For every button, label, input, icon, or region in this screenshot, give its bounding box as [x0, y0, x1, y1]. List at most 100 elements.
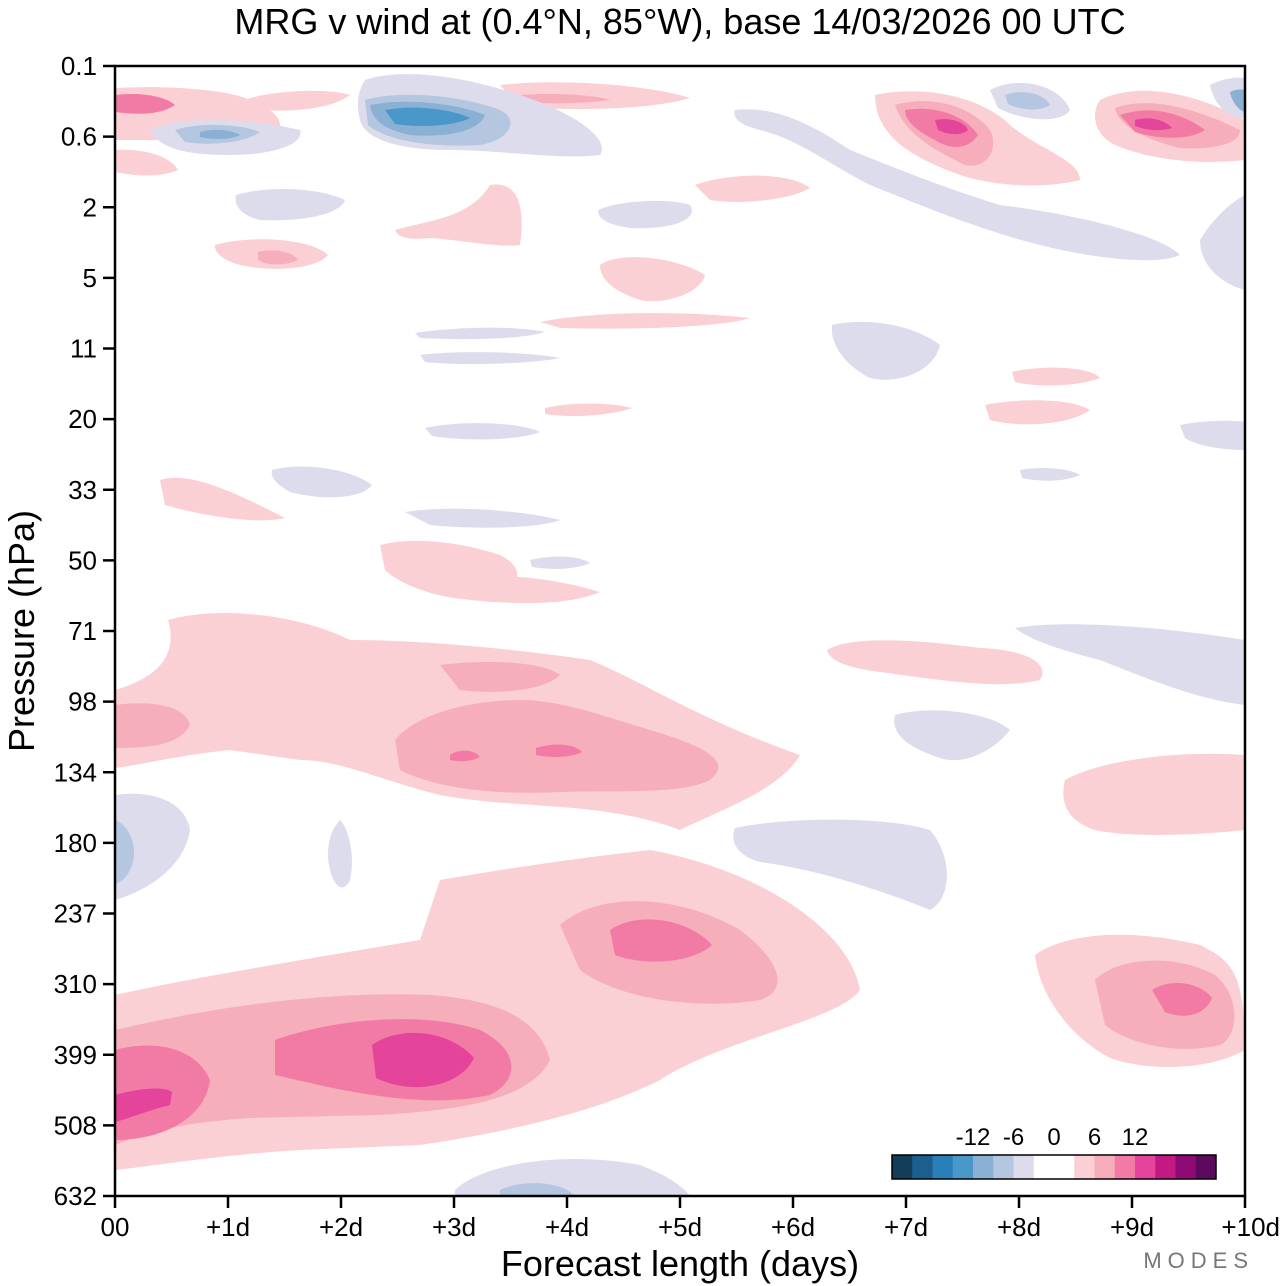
contour-positive-strat-day2-core: [258, 250, 298, 265]
y-tick-label: 5: [83, 263, 97, 293]
colorbar-swatch: [1094, 1155, 1116, 1179]
colorbar-label: 12: [1122, 1124, 1149, 1151]
contour-positive-day9-band: [1063, 753, 1245, 835]
colorbar-label: -6: [1003, 1124, 1024, 1151]
colorbar-swatch: [1155, 1155, 1176, 1179]
colorbar-swatch: [952, 1155, 974, 1179]
colorbar-swatch: [932, 1155, 954, 1179]
contour-positive-strat-day8-20hPa: [985, 400, 1090, 425]
contour-positive-upper-band-core-a: [450, 750, 480, 762]
colorbar-swatch: [1175, 1155, 1197, 1179]
contour-positive-upper-trop-core: [610, 919, 712, 962]
contour-positive-strat-day0: [115, 149, 178, 176]
contour-positive-upper-strat-day4-inner: [520, 93, 610, 104]
y-tick-label: 33: [68, 475, 97, 505]
contour-negative-strat-day8-33hPa: [1020, 467, 1080, 481]
x-tick-label: +3d: [432, 1212, 476, 1242]
colorbar-label: -12: [956, 1124, 991, 1151]
contour-positive-left-band: [115, 703, 190, 748]
contour-positive-upper-band-top: [440, 662, 560, 692]
contour-positive-day3-core: [372, 1032, 474, 1088]
x-tick-label: +2d: [319, 1212, 363, 1242]
chart-title: MRG v wind at (0.4°N, 85°W), base 14/03/…: [234, 1, 1125, 42]
colorbar-swatch: [1013, 1155, 1035, 1179]
colorbar-label: 6: [1088, 1124, 1101, 1151]
y-tick-label: 180: [54, 828, 97, 858]
y-tick-label: 508: [54, 1110, 97, 1140]
x-tick-label: +7d: [884, 1212, 928, 1242]
contour-positive-strat-day4-11hPa: [540, 313, 750, 329]
contour-negative-upper-strat-day3-core: [385, 107, 470, 126]
y-tick-label: 20: [68, 404, 97, 434]
contour-positive-upper-strat-day9-core: [1135, 118, 1172, 131]
contour-negative-surface-inner: [500, 1183, 575, 1196]
contour-negative-strat-day1: [235, 188, 345, 221]
contour-positive-strat-day3: [395, 184, 522, 246]
contour-negative-day7-band: [894, 710, 1010, 761]
colorbar-label: 0: [1047, 1124, 1060, 1151]
y-axis-title: Pressure (hPa): [1, 510, 42, 752]
contour-positive-day7-band: [827, 640, 1043, 685]
colorbar-swatch: [973, 1155, 994, 1179]
contour-positive-upper-strat-day7-core: [935, 119, 968, 135]
x-tick-label: +5d: [658, 1212, 702, 1242]
y-tick-label: 50: [68, 545, 97, 575]
x-tick-label: +9d: [1110, 1212, 1154, 1242]
y-tick-label: 237: [54, 899, 97, 929]
contour-negative-strat-right-edge: [1200, 195, 1245, 290]
contour-negative-upper-strat-day10-inner: [1230, 89, 1245, 112]
watermark-logo: MODES: [1143, 1248, 1254, 1273]
contour-negative-strat-20hPa: [425, 423, 540, 440]
x-tick-label: +6d: [771, 1212, 815, 1242]
contour-positive-strat-day4-50hPa: [440, 575, 600, 604]
contour-positive-upper-strat-day2: [245, 90, 350, 111]
y-tick-label: 98: [68, 687, 97, 717]
contour-negative-strat-diagonal: [734, 109, 1180, 261]
contour-negative-strat-33hPa: [271, 466, 372, 498]
y-tick-label: 71: [68, 616, 97, 646]
colorbar-swatch: [1033, 1155, 1055, 1179]
contour-negative-strat-day10-20hPa: [1180, 420, 1245, 450]
y-tick-label: 0.6: [61, 122, 97, 152]
colorbar-swatch: [1195, 1155, 1217, 1179]
contour-negative-upper-strat-day8-inner: [1005, 92, 1050, 110]
contour-positive-upper-strat-left-inner: [115, 94, 175, 114]
colorbar: -12 -6 0 6 12: [891, 1124, 1217, 1180]
contour-positive-strat-day4-20hPa: [545, 403, 632, 416]
contour-positive-strat-day8-11hPa: [1012, 367, 1100, 386]
contour-negative-right-71: [1015, 624, 1245, 705]
colorbar-swatch: [1135, 1155, 1156, 1179]
x-axis-title: Forecast length (days): [501, 1243, 859, 1284]
contour-field: [115, 66, 1245, 1196]
contour-positive-day0-core: [115, 1088, 172, 1122]
colorbar-swatch: [912, 1155, 933, 1179]
contour-positive-strat-day5: [600, 257, 705, 302]
contour-negative-strat-day5: [598, 200, 692, 229]
contour-negative-lower-center: [733, 819, 947, 910]
contour-negative-left-180-inner: [115, 820, 135, 884]
x-tick-label: +4d: [545, 1212, 589, 1242]
contour-negative-upper-strat-day1-core: [200, 129, 240, 140]
y-tick-label: 2: [83, 192, 97, 222]
y-tick-label: 632: [54, 1181, 97, 1211]
contour-negative-strat-day3-33hPa: [405, 508, 560, 528]
contour-positive-upper-band-core-b: [536, 744, 582, 757]
contour-positive-strat-day6: [695, 175, 810, 202]
y-tick-label: 0.1: [61, 51, 97, 81]
y-tick-label: 399: [54, 1040, 97, 1070]
y-tick-label: 134: [54, 757, 97, 787]
colorbar-swatch: [1074, 1155, 1095, 1179]
colorbar-swatch: [1114, 1155, 1136, 1179]
y-tick-label: 310: [54, 969, 97, 999]
contour-negative-strat-11hPa: [415, 327, 545, 340]
contour-negative-strat-day7: [831, 321, 940, 380]
contour-negative-strat-11hPa-b: [420, 352, 560, 365]
contour-negative-upper-strat-day10: [1210, 77, 1245, 118]
colorbar-frame: [891, 1154, 1217, 1180]
contour-positive-strat-day0-33hPa: [160, 477, 285, 521]
contour-positive-day9-lower-core: [1152, 983, 1212, 1016]
contour-negative-trop-day2: [328, 820, 352, 888]
colorbar-swatch: [1054, 1155, 1075, 1179]
y-axis: 0.1 0.6 2 5 11 20 33 50 71 98 134 180 237 310 399 508 63…: [54, 51, 115, 1211]
